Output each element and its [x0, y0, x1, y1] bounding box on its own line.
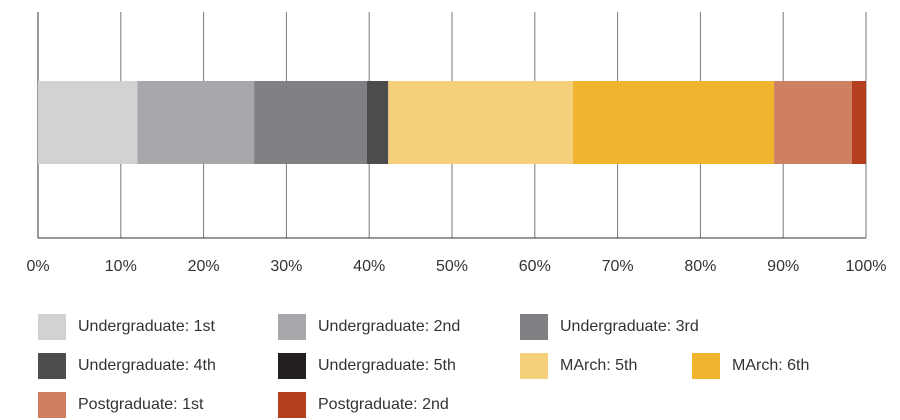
bar-segment [572, 81, 775, 164]
legend-label: MArch: 5th [560, 357, 637, 374]
x-tick-label: 10% [105, 258, 137, 275]
legend-swatch [692, 353, 720, 379]
bar-segment [38, 81, 138, 164]
legend-label: Postgraduate: 1st [78, 396, 204, 413]
x-tick-label: 70% [602, 258, 634, 275]
legend-label: Undergraduate: 3rd [560, 318, 699, 335]
legend-swatch [38, 353, 66, 379]
legend-label: Undergraduate: 5th [318, 357, 456, 374]
legend-label: Undergraduate: 1st [78, 318, 216, 335]
x-tick-label: 60% [519, 258, 551, 275]
bar-segment [254, 81, 367, 164]
x-tick-label: 100% [846, 258, 887, 275]
legend-label: MArch: 6th [732, 357, 809, 374]
x-tick-label: 50% [436, 258, 468, 275]
bar-segment [851, 81, 866, 164]
x-tick-label: 20% [188, 258, 220, 275]
x-tick-label: 0% [26, 258, 49, 275]
x-tick-label: 90% [767, 258, 799, 275]
bar-segment [388, 81, 573, 164]
legend-label: Undergraduate: 2nd [318, 318, 460, 335]
legend-swatch [278, 392, 306, 418]
legend-swatch [520, 353, 548, 379]
legend-swatch [278, 353, 306, 379]
legend-swatch [38, 392, 66, 418]
legend-label: Undergraduate: 4th [78, 357, 216, 374]
bar-segment [774, 81, 852, 164]
legend-label: Postgraduate: 2nd [318, 396, 449, 413]
bar-segment [137, 81, 255, 164]
legend-swatch [278, 314, 306, 340]
bar-segment [366, 81, 389, 164]
legend-swatch [38, 314, 66, 340]
x-tick-label: 80% [684, 258, 716, 275]
legend-swatch [520, 314, 548, 340]
x-tick-label: 40% [353, 258, 385, 275]
x-tick-label: 30% [270, 258, 302, 275]
